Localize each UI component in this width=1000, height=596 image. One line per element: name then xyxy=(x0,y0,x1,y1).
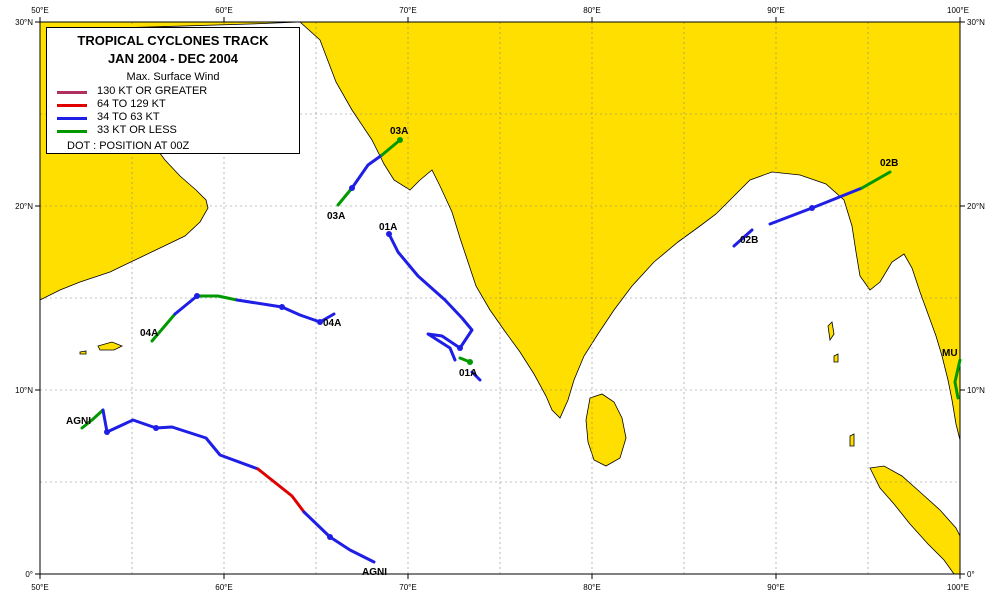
legend-item-label: 34 TO 63 KT xyxy=(97,111,160,123)
legend-box: TROPICAL CYCLONES TRACK JAN 2004 - DEC 2… xyxy=(46,27,300,154)
track-01a-blue2 xyxy=(470,370,482,382)
x-tick-label: 80°E xyxy=(583,6,600,15)
legend-item-label: 130 KT OR GREATER xyxy=(97,85,208,97)
position-dot xyxy=(457,345,463,351)
y-axis-labels-right: 0° 10°N 20°N 30°N xyxy=(967,18,985,579)
y-tick-label: 30°N xyxy=(967,18,985,27)
legend-item-label: 33 KT OR LESS xyxy=(97,124,177,136)
x-tick-label: 100°E xyxy=(947,6,969,15)
legend-swatch xyxy=(57,130,87,133)
x-tick-label: 100°E xyxy=(947,583,969,592)
x-tick-label: 60°E xyxy=(215,583,232,592)
position-dot xyxy=(153,425,159,431)
axis-ticks xyxy=(35,17,965,579)
legend-title: TROPICAL CYCLONES TRACK xyxy=(77,33,269,48)
track-04a-blue2 xyxy=(235,298,336,324)
legend-swatch xyxy=(57,104,87,107)
track-03a-green xyxy=(336,186,354,207)
track-03a-blue xyxy=(350,153,384,190)
position-dot xyxy=(327,534,333,540)
position-dot xyxy=(467,359,473,365)
legend-note: DOT : POSITION AT 00Z xyxy=(67,140,190,152)
y-tick-label: 20°N xyxy=(15,202,33,211)
y-tick-label: 10°N xyxy=(967,386,985,395)
track-03a-green2 xyxy=(380,138,402,157)
y-tick-label: 0° xyxy=(967,570,975,579)
map-frame xyxy=(39,21,961,575)
storm-label-04a-start: 04A xyxy=(140,328,158,339)
storm-label-01a-start: 01A xyxy=(379,222,397,233)
track-agni-red xyxy=(256,467,306,514)
x-tick-label: 70°E xyxy=(399,583,416,592)
mainland-asia xyxy=(39,21,961,441)
track-04a-green xyxy=(150,312,177,343)
legend-swatch xyxy=(57,91,87,94)
x-tick-label: 80°E xyxy=(583,583,600,592)
storm-label-02b-start: 02B xyxy=(740,235,758,246)
x-tick-label: 90°E xyxy=(767,583,784,592)
position-dot xyxy=(397,137,403,143)
position-dot xyxy=(104,429,110,435)
sri-lanka xyxy=(585,393,627,467)
andaman-islands xyxy=(827,321,855,447)
x-tick-label: 50°E xyxy=(31,6,48,15)
legend-swatch xyxy=(57,117,87,120)
y-tick-label: 10°N xyxy=(15,386,33,395)
position-dot xyxy=(279,304,285,310)
position-dot xyxy=(809,205,815,211)
track-01a-blue xyxy=(387,232,474,362)
x-axis-labels-top: 50°E 60°E 70°E 80°E 90°E 100°E xyxy=(31,6,969,15)
track-agni-green xyxy=(80,408,105,430)
storm-label-01a-end: 01A xyxy=(459,368,477,379)
track-agni-blue xyxy=(101,408,260,471)
storm-label-mu: MU xyxy=(942,348,958,359)
position-dots xyxy=(104,137,815,540)
legend-subtitle: Max. Surface Wind xyxy=(126,71,220,83)
legend-date-range: JAN 2004 - DEC 2004 xyxy=(107,51,239,66)
y-tick-label: 0° xyxy=(25,570,33,579)
y-axis-labels-left: 0° 10°N 20°N 30°N xyxy=(15,18,33,579)
storm-label-agni-end: AGNI xyxy=(362,567,387,578)
storm-label-03a-end: 03A xyxy=(390,126,408,137)
storm-label-03a-start: 03A xyxy=(327,211,345,222)
track-02b-blue xyxy=(732,228,754,248)
storm-labels: 03A 03A 01A 01A 04A 04A AGNI AGNI 02B 02… xyxy=(66,126,958,578)
position-dot xyxy=(349,185,355,191)
track-agni-blue2 xyxy=(302,510,376,564)
position-dot xyxy=(317,319,323,325)
storm-label-agni-start: AGNI xyxy=(66,416,91,427)
y-tick-label: 20°N xyxy=(967,202,985,211)
x-tick-label: 70°E xyxy=(399,6,416,15)
storm-label-04a-end: 04A xyxy=(323,318,341,329)
x-tick-label: 60°E xyxy=(215,6,232,15)
track-02b-green xyxy=(860,170,892,190)
track-mu-green xyxy=(953,358,962,400)
land-masses xyxy=(39,21,961,575)
legend-item-label: 64 TO 129 KT xyxy=(97,98,166,110)
track-04a-green2 xyxy=(195,294,239,302)
x-axis-labels-bottom: 50°E 60°E 70°E 80°E 90°E 100°E xyxy=(31,583,969,592)
track-04a-blue xyxy=(173,294,199,316)
x-tick-label: 90°E xyxy=(767,6,784,15)
storm-label-02b-end: 02B xyxy=(880,158,898,169)
socotra xyxy=(79,341,123,355)
position-dot xyxy=(386,231,392,237)
y-tick-label: 30°N xyxy=(15,18,33,27)
grid-lines xyxy=(40,22,960,574)
x-tick-label: 50°E xyxy=(31,583,48,592)
position-dot xyxy=(194,293,200,299)
